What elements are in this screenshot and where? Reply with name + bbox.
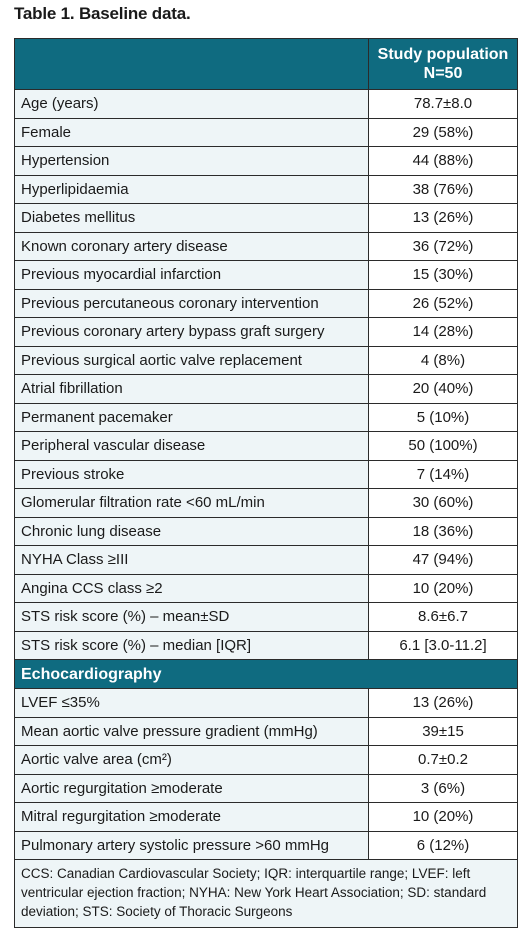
row-label: Diabetes mellitus — [14, 203, 369, 233]
row-label: NYHA Class ≥III — [14, 545, 369, 575]
row-label: Mitral regurgitation ≥moderate — [14, 802, 369, 832]
table-row: Previous percutaneous coronary intervent… — [14, 288, 518, 318]
row-label: Known coronary artery disease — [14, 231, 369, 261]
table-footnote: CCS: Canadian Cardiovascular Society; IQ… — [14, 859, 518, 928]
row-label: LVEF ≤35% — [14, 688, 369, 718]
row-value: 3 (6%) — [368, 773, 518, 803]
row-value: 4 (8%) — [368, 345, 518, 375]
row-value: 5 (10%) — [368, 402, 518, 432]
row-label: Previous surgical aortic valve replaceme… — [14, 345, 369, 375]
table-row: Previous coronary artery bypass graft su… — [14, 317, 518, 347]
table-row: LVEF ≤35% 13 (26%) — [14, 688, 518, 718]
table-row: STS risk score (%) – median [IQR] 6.1 [3.… — [14, 630, 518, 660]
row-value: 47 (94%) — [368, 545, 518, 575]
row-label: Atrial fibrillation — [14, 374, 369, 404]
baseline-rows: Age (years) 78.7±8.0 Female 29 (58%) Hyperte… — [14, 89, 518, 660]
row-label: Pulmonary artery systolic pressure >60 m… — [14, 830, 369, 860]
table-row: Aortic regurgitation ≥moderate 3 (6%) — [14, 773, 518, 803]
table-row: Diabetes mellitus 13 (26%) — [14, 203, 518, 233]
table-row: Previous stroke 7 (14%) — [14, 459, 518, 489]
row-value: 8.6±6.7 — [368, 602, 518, 632]
row-label: Previous percutaneous coronary intervent… — [14, 288, 369, 318]
row-value: 13 (26%) — [368, 203, 518, 233]
table-row: Age (years) 78.7±8.0 — [14, 89, 518, 119]
table-row: Known coronary artery disease 36 (72%) — [14, 231, 518, 261]
row-label: Previous coronary artery bypass graft su… — [14, 317, 369, 347]
row-value: 6 (12%) — [368, 830, 518, 860]
row-value: 15 (30%) — [368, 260, 518, 290]
table-row: Pulmonary artery systolic pressure >60 m… — [14, 830, 518, 860]
row-value: 6.1 [3.0-11.2] — [368, 630, 518, 660]
row-label: Permanent pacemaker — [14, 402, 369, 432]
section-title-echocardiography: Echocardiography — [14, 659, 518, 689]
table-row: Previous surgical aortic valve replaceme… — [14, 345, 518, 375]
table-row: Previous myocardial infarction 15 (30%) — [14, 260, 518, 290]
header-study-population: Study population N=50 — [368, 38, 518, 90]
row-value: 38 (76%) — [368, 174, 518, 204]
row-label: Peripheral vascular disease — [14, 431, 369, 461]
echo-section: Echocardiography — [14, 659, 518, 689]
row-label: Previous myocardial infarction — [14, 260, 369, 290]
row-label: Chronic lung disease — [14, 516, 369, 546]
row-value: 39±15 — [368, 716, 518, 746]
row-label: STS risk score (%) – median [IQR] — [14, 630, 369, 660]
row-value: 30 (60%) — [368, 488, 518, 518]
row-value: 50 (100%) — [368, 431, 518, 461]
row-value: 10 (20%) — [368, 802, 518, 832]
table-row: Mitral regurgitation ≥moderate 10 (20%) — [14, 802, 518, 832]
row-value: 26 (52%) — [368, 288, 518, 318]
row-value: 20 (40%) — [368, 374, 518, 404]
row-value: 0.7±0.2 — [368, 745, 518, 775]
row-label: Angina CCS class ≥2 — [14, 573, 369, 603]
table-row: Hyperlipidaemia 38 (76%) — [14, 174, 518, 204]
header-study-population-n: N=50 — [423, 65, 463, 82]
row-label: Female — [14, 117, 369, 147]
table-row: Aortic valve area (cm²) 0.7±0.2 — [14, 745, 518, 775]
row-value: 29 (58%) — [368, 117, 518, 147]
row-label: Glomerular filtration rate <60 mL/min — [14, 488, 369, 518]
table-row: Female 29 (58%) — [14, 117, 518, 147]
row-value: 36 (72%) — [368, 231, 518, 261]
row-label: Hyperlipidaemia — [14, 174, 369, 204]
table-caption: Table 1. Baseline data. — [14, 4, 191, 23]
row-value: 7 (14%) — [368, 459, 518, 489]
row-label: Hypertension — [14, 146, 369, 176]
row-value: 18 (36%) — [368, 516, 518, 546]
row-value: 78.7±8.0 — [368, 89, 518, 119]
table-row: Atrial fibrillation 20 (40%) — [14, 374, 518, 404]
table-row: Peripheral vascular disease 50 (100%) — [14, 431, 518, 461]
table-row: STS risk score (%) – mean±SD 8.6±6.7 — [14, 602, 518, 632]
table-row: Angina CCS class ≥2 10 (20%) — [14, 573, 518, 603]
row-label: Aortic regurgitation ≥moderate — [14, 773, 369, 803]
table-row: Hypertension 44 (88%) — [14, 146, 518, 176]
table-row: Permanent pacemaker 5 (10%) — [14, 402, 518, 432]
table-header-row: Study population N=50 — [14, 38, 518, 90]
table-row: Mean aortic valve pressure gradient (mmH… — [14, 716, 518, 746]
row-label: Previous stroke — [14, 459, 369, 489]
footnote-row: CCS: Canadian Cardiovascular Society; IQ… — [14, 859, 518, 928]
header-label-cell — [14, 38, 369, 90]
row-value: 44 (88%) — [368, 146, 518, 176]
row-label: Age (years) — [14, 89, 369, 119]
header-study-population-title: Study population — [377, 46, 509, 63]
row-label: Aortic valve area (cm²) — [14, 745, 369, 775]
table-row: NYHA Class ≥III 47 (94%) — [14, 545, 518, 575]
echo-rows: LVEF ≤35% 13 (26%) Mean aortic valve press… — [14, 688, 518, 860]
row-label: Mean aortic valve pressure gradient (mmH… — [14, 716, 369, 746]
row-value: 10 (20%) — [368, 573, 518, 603]
row-label: STS risk score (%) – mean±SD — [14, 602, 369, 632]
baseline-data-table: Study population N=50 Age (years) 78.7±8.… — [14, 38, 518, 928]
section-header-row: Echocardiography — [14, 659, 518, 689]
row-value: 13 (26%) — [368, 688, 518, 718]
table-row: Chronic lung disease 18 (36%) — [14, 516, 518, 546]
row-value: 14 (28%) — [368, 317, 518, 347]
table-row: Glomerular filtration rate <60 mL/min 30 … — [14, 488, 518, 518]
